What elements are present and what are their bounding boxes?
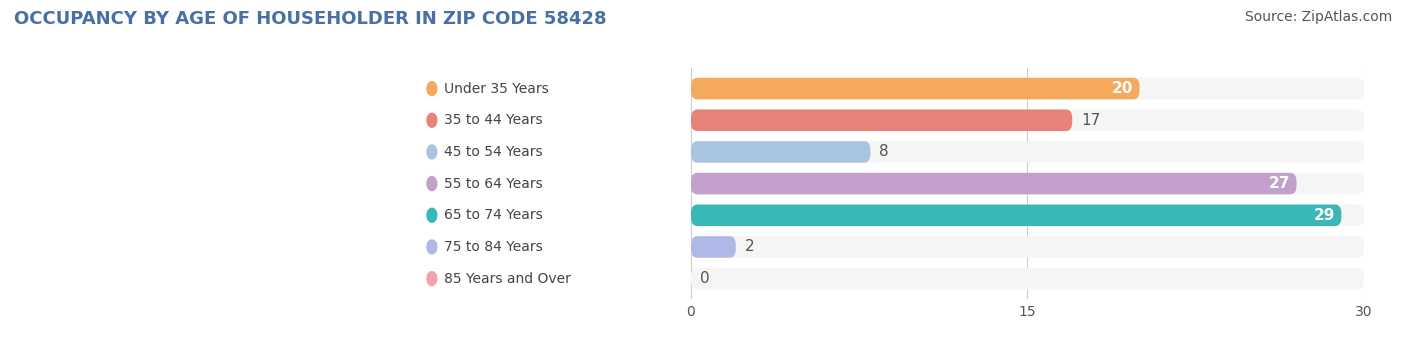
FancyBboxPatch shape [690,236,1364,258]
Text: 20: 20 [1111,81,1133,96]
Text: OCCUPANCY BY AGE OF HOUSEHOLDER IN ZIP CODE 58428: OCCUPANCY BY AGE OF HOUSEHOLDER IN ZIP C… [14,10,606,28]
Text: 8: 8 [879,144,889,159]
FancyBboxPatch shape [422,268,679,289]
Text: 29: 29 [1313,208,1334,223]
FancyBboxPatch shape [690,236,735,258]
Text: Source: ZipAtlas.com: Source: ZipAtlas.com [1244,10,1392,24]
Text: 65 to 74 Years: 65 to 74 Years [444,208,543,222]
Text: 85 Years and Over: 85 Years and Over [444,272,571,286]
FancyBboxPatch shape [690,173,1296,194]
FancyBboxPatch shape [690,109,1073,131]
FancyBboxPatch shape [422,173,679,194]
Circle shape [427,82,437,96]
FancyBboxPatch shape [690,78,1364,99]
FancyBboxPatch shape [690,204,1364,226]
Text: 45 to 54 Years: 45 to 54 Years [444,145,543,159]
Circle shape [427,177,437,190]
FancyBboxPatch shape [422,204,679,226]
FancyBboxPatch shape [690,173,1364,194]
Text: 35 to 44 Years: 35 to 44 Years [444,113,543,127]
FancyBboxPatch shape [422,141,679,163]
Text: 55 to 64 Years: 55 to 64 Years [444,176,543,191]
Text: 0: 0 [700,271,710,286]
Circle shape [427,208,437,222]
FancyBboxPatch shape [690,268,1364,289]
Text: 75 to 84 Years: 75 to 84 Years [444,240,543,254]
Text: 27: 27 [1268,176,1289,191]
FancyBboxPatch shape [690,141,870,163]
Circle shape [427,240,437,254]
FancyBboxPatch shape [690,109,1364,131]
FancyBboxPatch shape [690,204,1341,226]
FancyBboxPatch shape [422,109,679,131]
Text: 17: 17 [1081,113,1101,128]
Circle shape [427,113,437,127]
FancyBboxPatch shape [422,236,679,258]
FancyBboxPatch shape [690,141,1364,163]
FancyBboxPatch shape [422,78,679,99]
Circle shape [427,145,437,159]
Text: Under 35 Years: Under 35 Years [444,82,548,96]
Circle shape [427,272,437,286]
Text: 2: 2 [745,239,755,254]
FancyBboxPatch shape [690,78,1139,99]
